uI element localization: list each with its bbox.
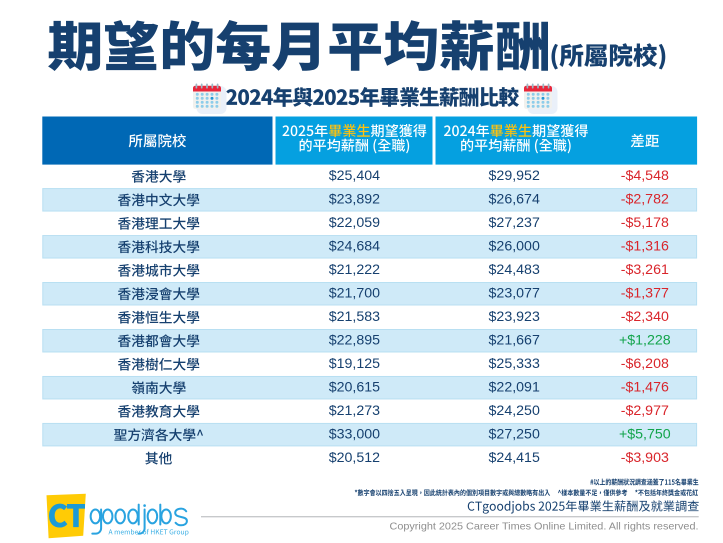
svg-text:-$1,316: -$1,316: [621, 239, 669, 255]
svg-text:-$2,782: -$2,782: [621, 192, 669, 208]
svg-text:-$2,977: -$2,977: [621, 403, 669, 419]
svg-text:$27,250: $27,250: [489, 427, 540, 443]
svg-text:$25,333: $25,333: [489, 356, 540, 372]
svg-text:$23,923: $23,923: [489, 309, 540, 325]
svg-text:Copyright 2025 Career Times On: Copyright 2025 Career Times Online Limit…: [390, 522, 699, 533]
svg-text:-$1,377: -$1,377: [621, 286, 669, 302]
svg-text:-$1,476: -$1,476: [621, 380, 669, 396]
svg-text:$24,250: $24,250: [489, 403, 540, 419]
svg-text:$21,273: $21,273: [329, 403, 380, 419]
svg-text:$21,700: $21,700: [329, 286, 380, 302]
svg-text:$22,091: $22,091: [489, 380, 540, 396]
svg-text:$19,125: $19,125: [329, 356, 380, 372]
svg-text:$22,895: $22,895: [329, 333, 380, 349]
svg-text:$25,404: $25,404: [329, 168, 380, 184]
svg-text:$27,237: $27,237: [489, 215, 540, 231]
svg-text:-$4,548: -$4,548: [621, 168, 669, 184]
svg-text:$21,583: $21,583: [329, 309, 380, 325]
svg-text:-$6,208: -$6,208: [621, 356, 669, 372]
svg-text:$21,222: $21,222: [329, 262, 380, 278]
svg-text:$29,952: $29,952: [489, 168, 540, 184]
svg-text:$24,684: $24,684: [329, 239, 380, 255]
svg-text:$21,667: $21,667: [489, 333, 540, 349]
svg-text:$24,483: $24,483: [489, 262, 540, 278]
svg-text:$33,000: $33,000: [329, 427, 380, 443]
svg-text:$22,059: $22,059: [329, 215, 380, 231]
svg-text:$20,615: $20,615: [329, 380, 380, 396]
svg-text:-$2,340: -$2,340: [621, 309, 669, 325]
svg-text:$26,000: $26,000: [489, 239, 540, 255]
svg-text:$23,892: $23,892: [329, 192, 380, 208]
svg-text:-$3,903: -$3,903: [621, 450, 669, 466]
svg-text:$26,674: $26,674: [489, 192, 540, 208]
svg-text:$24,415: $24,415: [489, 450, 540, 466]
svg-text:-$3,261: -$3,261: [621, 262, 669, 278]
svg-text:-$5,178: -$5,178: [621, 215, 669, 231]
svg-text:+$5,750: +$5,750: [619, 427, 671, 443]
svg-text:$23,077: $23,077: [489, 286, 540, 302]
svg-text:$20,512: $20,512: [329, 450, 380, 466]
svg-text:+$1,228: +$1,228: [619, 333, 671, 349]
